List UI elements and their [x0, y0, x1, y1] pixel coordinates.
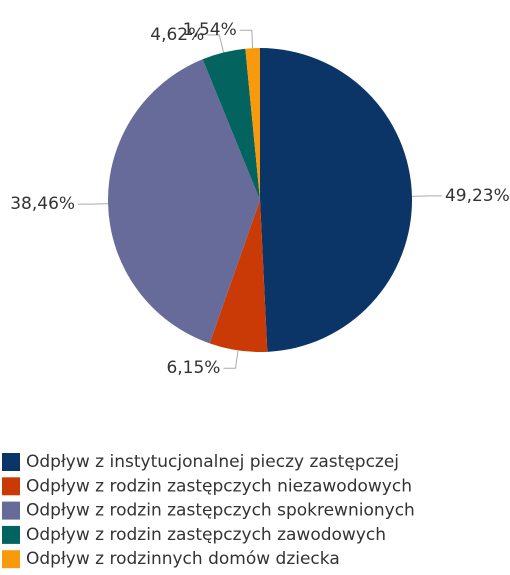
legend-swatch: [2, 477, 20, 496]
legend-swatch: [2, 501, 20, 520]
pie-slice: [202, 48, 260, 200]
legend-label: Odpływ z rodzin zastępczych spokrewniony…: [26, 501, 415, 521]
pie-slice: [260, 48, 412, 352]
data-label: 49,23%: [445, 186, 510, 206]
leader-line: [223, 350, 239, 369]
data-label: 1,54%: [183, 20, 237, 40]
legend-label: Odpływ z rodzinnych domów dziecka: [26, 549, 340, 569]
leader-line: [239, 29, 254, 49]
pie-slice: [108, 59, 260, 344]
legend-label: Odpływ z instytucjonalnej pieczy zastępc…: [26, 452, 399, 472]
data-label: 6,15%: [166, 358, 220, 378]
legend-swatch: [2, 550, 20, 569]
legend-label: Odpływ z rodzin zastępczych zawodowych: [26, 525, 386, 545]
legend-label: Odpływ z rodzin zastępczych niezawodowyc…: [26, 476, 412, 496]
leader-line: [207, 34, 225, 53]
data-label: 4,62%: [150, 25, 204, 45]
pie-slice: [245, 48, 260, 200]
pie-slice: [209, 200, 268, 352]
legend-swatch: [2, 525, 20, 544]
legend-swatch: [2, 453, 20, 471]
data-label: 38,46%: [10, 194, 75, 214]
